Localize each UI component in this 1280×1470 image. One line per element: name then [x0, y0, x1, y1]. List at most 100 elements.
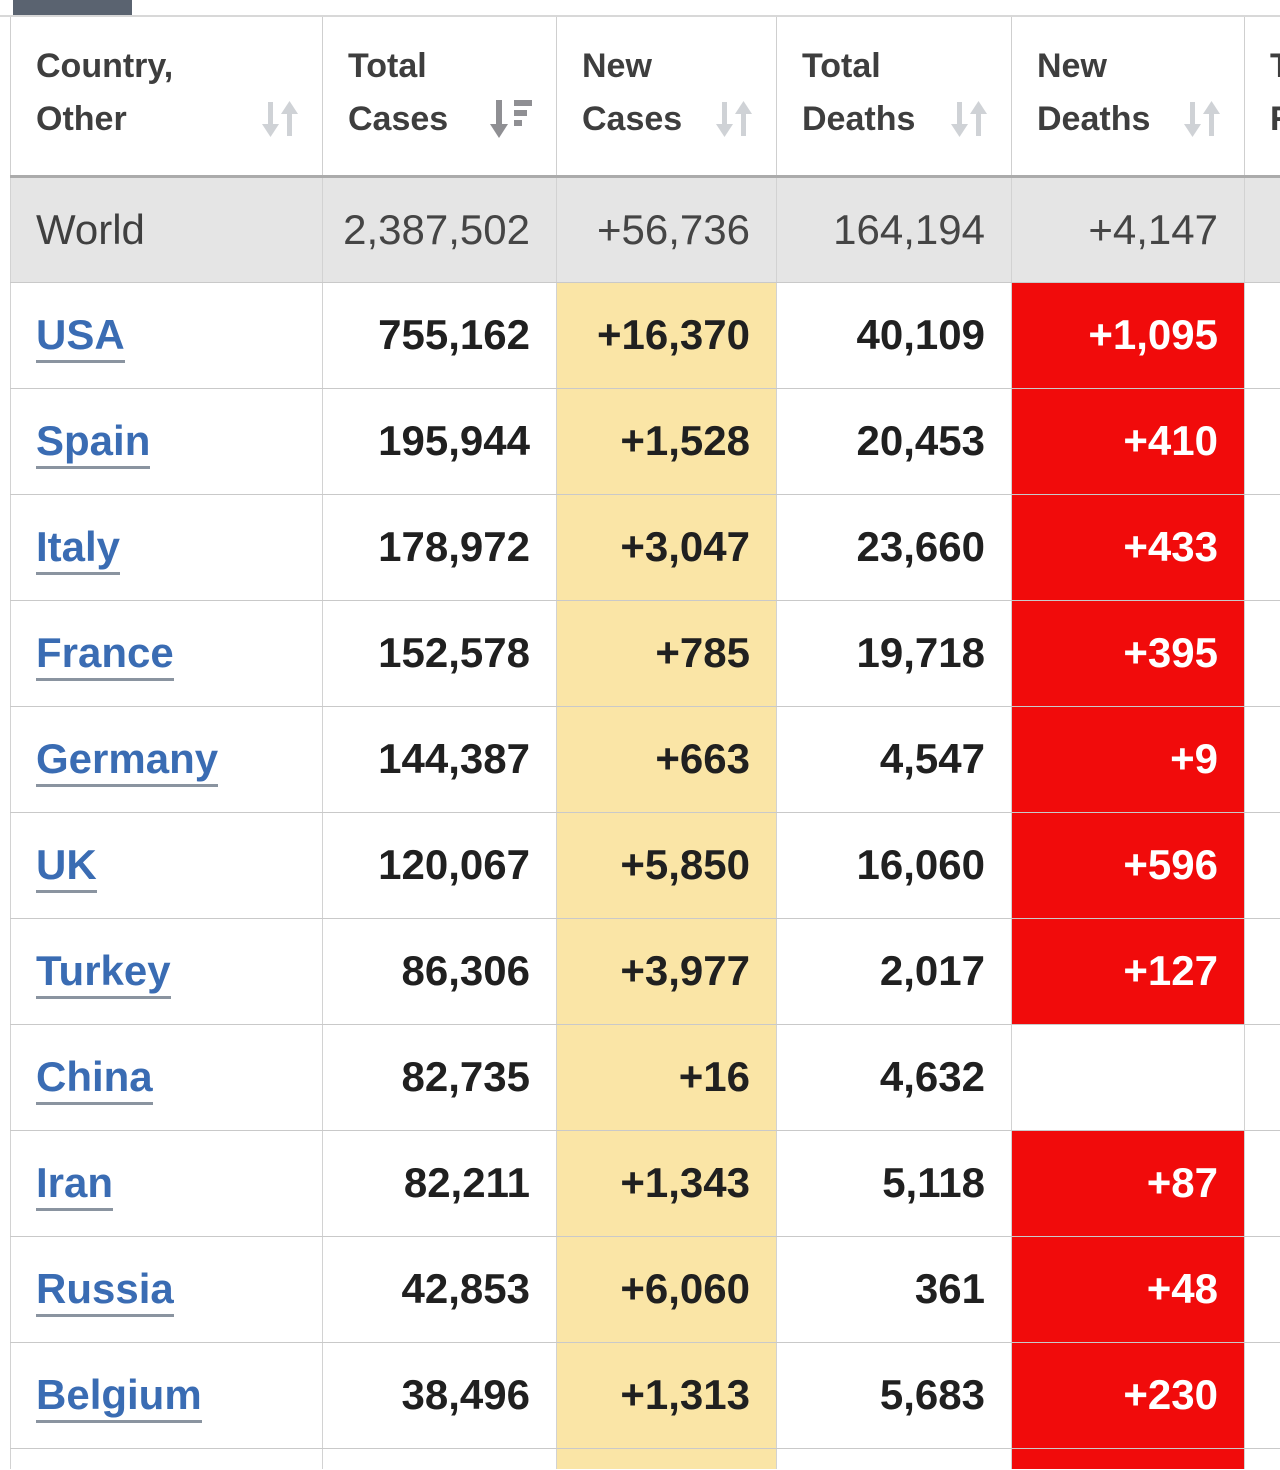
header-label: Total: [348, 46, 427, 85]
col-header-total-recovered[interactable]: Total Recovered: [1244, 17, 1280, 178]
total-recovered-cell: [1244, 918, 1280, 1025]
new-deaths-cell: +48: [1011, 1236, 1245, 1343]
new-cases-cell: +3,047: [556, 494, 777, 601]
header-label: Deaths: [802, 99, 916, 138]
new-cases-cell: +663: [556, 706, 777, 813]
total-deaths-cell: 40,109: [776, 282, 1012, 389]
total-deaths-cell: 5,683: [776, 1342, 1012, 1449]
header-label: Other: [36, 99, 127, 138]
total-deaths-cell: [776, 1448, 1012, 1469]
col-header-new-cases[interactable]: New Cases: [556, 17, 777, 178]
header-label: New: [1037, 46, 1107, 85]
header-label: New: [582, 46, 652, 85]
total-cases-cell: 82,735: [322, 1024, 557, 1131]
col-header-total-deaths[interactable]: Total Deaths: [776, 17, 1012, 178]
country-cell: Turkey: [10, 918, 323, 1025]
total-cases-cell: 82,211: [322, 1130, 557, 1237]
country-link[interactable]: USA: [36, 311, 125, 363]
total-deaths-cell: 4,632: [776, 1024, 1012, 1131]
total-recovered-cell: [1244, 812, 1280, 919]
country-row: Spain 195,944 +1,528 20,453 +410: [10, 388, 1280, 495]
world-total-cases-cell: 2,387,502: [322, 176, 557, 283]
country-cell: China: [10, 1024, 323, 1131]
new-cases-cell: +6,060: [556, 1236, 777, 1343]
total-recovered-cell: [1244, 1130, 1280, 1237]
col-header-total-cases[interactable]: Total Cases: [322, 17, 557, 178]
world-total-recovered-cell: [1244, 176, 1280, 283]
country-row: Turkey 86,306 +3,977 2,017 +127: [10, 918, 1280, 1025]
country-row: France 152,578 +785 19,718 +395: [10, 600, 1280, 707]
country-cell: Iran: [10, 1130, 323, 1237]
new-deaths-cell: +127: [1011, 918, 1245, 1025]
new-cases-cell: [556, 1448, 777, 1469]
total-deaths-cell: 4,547: [776, 706, 1012, 813]
country-row: UK 120,067 +5,850 16,060 +596: [10, 812, 1280, 919]
total-recovered-cell: [1244, 600, 1280, 707]
sort-updown-icon: [1180, 99, 1224, 139]
header-label: Cases: [348, 99, 449, 138]
country-link[interactable]: Iran: [36, 1159, 114, 1211]
country-cell: Italy: [10, 494, 323, 601]
country-row: Belgium 38,496 +1,313 5,683 +230: [10, 1342, 1280, 1449]
country-row: USA 755,162 +16,370 40,109 +1,095: [10, 282, 1280, 389]
new-deaths-cell: +230: [1011, 1342, 1245, 1449]
country-cell: Russia: [10, 1236, 323, 1343]
new-deaths-cell: +596: [1011, 812, 1245, 919]
header-label: Total: [802, 46, 881, 85]
total-recovered-cell: [1244, 706, 1280, 813]
country-link[interactable]: Turkey: [36, 947, 171, 999]
new-cases-cell: +1,343: [556, 1130, 777, 1237]
new-deaths-cell: +1,095: [1011, 282, 1245, 389]
country-row: Italy 178,972 +3,047 23,660 +433: [10, 494, 1280, 601]
world-new-cases-cell: +56,736: [556, 176, 777, 283]
world-label: World: [10, 176, 323, 283]
country-cell: Spain: [10, 388, 323, 495]
new-deaths-cell: +87: [1011, 1130, 1245, 1237]
world-new-deaths-cell: +4,147: [1011, 176, 1245, 283]
header-label: Recovered: [1270, 93, 1280, 146]
sort-updown-icon: [712, 99, 756, 139]
country-link[interactable]: UK: [36, 841, 97, 893]
header-label: Deaths: [1037, 99, 1151, 138]
country-link[interactable]: Spain: [36, 417, 151, 469]
country-link[interactable]: France: [36, 629, 174, 681]
total-deaths-cell: 5,118: [776, 1130, 1012, 1237]
country-link[interactable]: Belgium: [36, 1371, 202, 1423]
country-row: Russia 42,853 +6,060 361 +48: [10, 1236, 1280, 1343]
active-tab[interactable]: [13, 0, 132, 15]
world-total-deaths-cell: 164,194: [776, 176, 1012, 283]
next-row-partial: [10, 1448, 1280, 1469]
total-cases-cell: 178,972: [322, 494, 557, 601]
country-link[interactable]: China: [36, 1053, 153, 1105]
new-cases-cell: +5,850: [556, 812, 777, 919]
total-cases-cell: 42,853: [322, 1236, 557, 1343]
sort-updown-icon: [258, 99, 302, 139]
new-cases-cell: +16,370: [556, 282, 777, 389]
country-cell: UK: [10, 812, 323, 919]
col-header-new-deaths[interactable]: New Deaths: [1011, 17, 1245, 178]
country-link[interactable]: Russia: [36, 1265, 174, 1317]
new-cases-cell: +3,977: [556, 918, 777, 1025]
col-header-country[interactable]: Country, Other: [10, 17, 323, 178]
total-cases-cell: 755,162: [322, 282, 557, 389]
new-deaths-cell: +395: [1011, 600, 1245, 707]
total-cases-cell: [322, 1448, 557, 1469]
country-cell: [10, 1448, 323, 1469]
country-stats-table: Country, Other Total Case: [10, 17, 1280, 1469]
country-row: China 82,735 +16 4,632: [10, 1024, 1280, 1131]
total-recovered-cell: [1244, 1236, 1280, 1343]
total-cases-cell: 86,306: [322, 918, 557, 1025]
country-cell: France: [10, 600, 323, 707]
total-deaths-cell: 23,660: [776, 494, 1012, 601]
header-row: Country, Other Total Case: [10, 17, 1280, 178]
header-label: Country,: [36, 46, 174, 85]
country-link[interactable]: Germany: [36, 735, 219, 787]
new-cases-cell: +1,313: [556, 1342, 777, 1449]
total-recovered-cell: [1244, 1024, 1280, 1131]
new-deaths-cell: [1011, 1024, 1245, 1131]
country-link[interactable]: Italy: [36, 523, 121, 575]
country-cell: USA: [10, 282, 323, 389]
separator-line: [0, 15, 1280, 17]
country-cell: Belgium: [10, 1342, 323, 1449]
